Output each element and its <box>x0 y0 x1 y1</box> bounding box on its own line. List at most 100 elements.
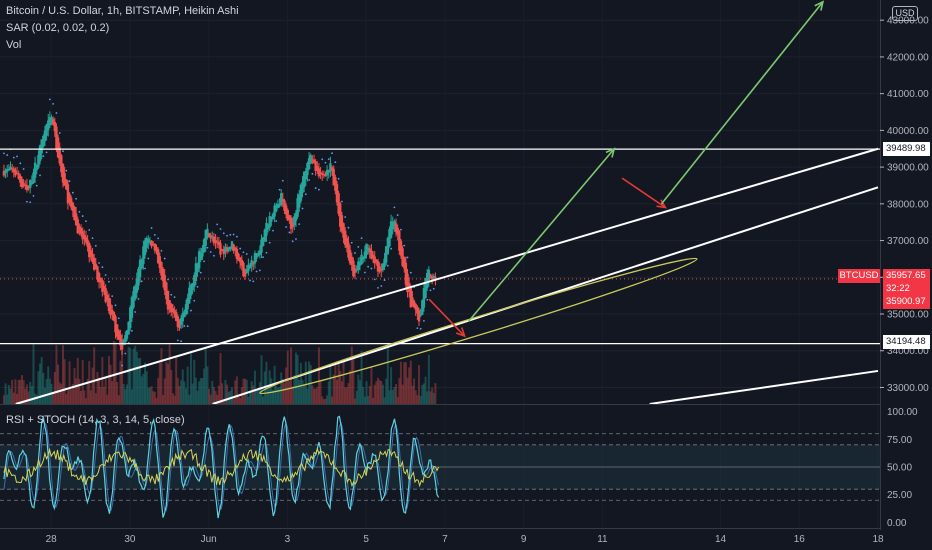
volume-bar <box>114 342 117 404</box>
sar-dot <box>219 228 222 230</box>
volume-bar <box>411 385 414 404</box>
candle-body <box>316 166 319 171</box>
candle-body <box>434 276 437 281</box>
candle-body <box>368 248 371 253</box>
sar-dot <box>370 267 373 270</box>
candle-body <box>332 168 335 186</box>
volume-bar <box>217 385 220 404</box>
sar-dot <box>383 279 386 281</box>
candle-body <box>32 172 35 183</box>
candle-body <box>309 155 312 164</box>
chart-title[interactable]: Bitcoin / U.S. Dollar, 1h, BITSTAMP, Hei… <box>6 5 239 17</box>
candle-body <box>383 258 386 267</box>
volume-bar <box>81 360 84 404</box>
volume-bar <box>271 390 274 404</box>
candle-body <box>207 233 211 237</box>
volume-bar <box>7 384 10 404</box>
volume-bar <box>334 362 337 404</box>
volume-bar <box>130 389 133 404</box>
volume-bar <box>404 362 407 404</box>
candle-body <box>403 257 406 269</box>
volume-bar <box>239 398 242 404</box>
price-tick-label: 35000.00 <box>887 310 929 321</box>
volume-bar <box>127 346 130 404</box>
volume-bar <box>372 397 375 404</box>
candle-body <box>135 278 139 293</box>
volume-bar <box>203 368 206 404</box>
candle-body <box>35 164 38 171</box>
candle-body <box>211 236 214 238</box>
volume-bar <box>204 348 207 404</box>
sar-dot <box>429 289 432 292</box>
volume-bar <box>421 384 424 404</box>
candle-body <box>250 260 253 267</box>
candle-body <box>252 263 255 265</box>
volume-bar <box>124 389 127 404</box>
sar-dot <box>98 262 100 264</box>
sar-legend[interactable]: SAR (0.02, 0.02, 0.2) <box>6 22 110 34</box>
candle-body <box>278 204 281 206</box>
sar-dot <box>35 184 38 187</box>
volume-bar <box>63 359 66 404</box>
sar-dot <box>226 234 228 237</box>
volume-bar <box>306 388 309 404</box>
volume-bar <box>142 373 145 404</box>
candle-body <box>70 198 73 208</box>
volume-bar <box>39 363 42 404</box>
volume-bar <box>360 351 363 404</box>
candle-body <box>78 226 81 230</box>
sar-dot <box>134 311 137 313</box>
candle-body <box>150 240 153 247</box>
volume-bar <box>230 387 233 404</box>
candle-body <box>429 275 432 278</box>
volume-bar <box>255 389 258 404</box>
candle-body <box>68 193 71 203</box>
sar-dot <box>432 287 435 290</box>
drawings[interactable] <box>0 0 880 405</box>
volume-bar <box>296 354 299 404</box>
currency-button[interactable]: USD <box>892 6 918 21</box>
volume-bar <box>363 396 366 404</box>
candle-body <box>220 248 224 250</box>
candle-body <box>33 162 37 178</box>
candle-body <box>235 248 239 259</box>
candle-body <box>30 181 34 185</box>
candle-body <box>173 310 176 314</box>
candle-body <box>45 124 48 136</box>
volume-bar <box>111 381 114 404</box>
candle-body <box>155 247 158 252</box>
volume-bar <box>186 366 189 404</box>
rsi-stoch-legend[interactable]: RSI + STOCH (14, 3, 3, 14, 5, close) <box>6 414 185 426</box>
time-tick-label: 28 <box>46 534 58 545</box>
candle-body <box>152 243 155 245</box>
candle-body <box>143 240 147 256</box>
volume-bar <box>414 390 417 404</box>
volume-bar <box>98 377 101 404</box>
ellipse-drawing <box>259 257 698 395</box>
candle-body <box>40 139 43 154</box>
candle-body <box>50 116 53 122</box>
resistance-price-tag: 39489.98 <box>883 142 930 156</box>
candle-body <box>307 158 311 170</box>
volume-bar <box>180 380 183 404</box>
candle-body <box>209 235 212 239</box>
arrow-head <box>455 327 466 338</box>
candle-body <box>19 175 22 183</box>
price-tick-label: 39000.00 <box>887 163 929 174</box>
vol-legend[interactable]: Vol <box>6 39 22 51</box>
rsi-stoch-pane <box>0 414 880 519</box>
candle-body <box>132 291 135 308</box>
sar-dot <box>104 274 107 276</box>
volume-bar <box>160 348 163 404</box>
sar-dot <box>137 298 140 300</box>
candle-body <box>199 253 203 260</box>
volume-bar <box>332 374 335 404</box>
sar-dot <box>272 229 274 232</box>
candle-body <box>302 171 306 188</box>
sar-dot <box>71 191 74 194</box>
candle-body <box>25 185 29 190</box>
volume-bar <box>35 394 38 404</box>
volume-bar <box>152 391 155 404</box>
candle-body <box>355 269 358 271</box>
